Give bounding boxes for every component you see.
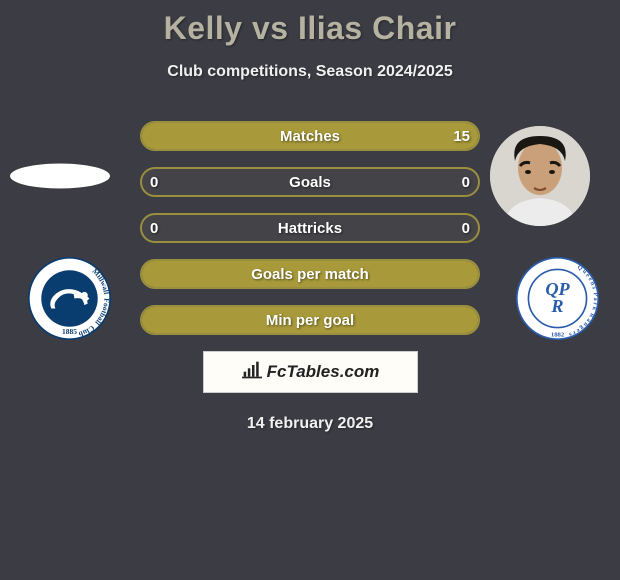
stat-row: Min per goal bbox=[140, 305, 480, 335]
stat-value-right: 0 bbox=[462, 169, 470, 195]
svg-text:1882: 1882 bbox=[551, 332, 565, 339]
branding-text: FcTables.com bbox=[267, 362, 380, 382]
club-badge-right: QP R Q u e e n s P a r k R a n g e r s 1… bbox=[516, 257, 599, 340]
svg-text:1885: 1885 bbox=[62, 327, 77, 336]
stat-label: Hattricks bbox=[142, 215, 478, 241]
svg-text:R: R bbox=[550, 296, 563, 316]
stat-label: Min per goal bbox=[142, 307, 478, 333]
stat-value-right: 15 bbox=[453, 123, 470, 149]
stat-row: Goals per match bbox=[140, 259, 480, 289]
subtitle: Club competitions, Season 2024/2025 bbox=[0, 63, 620, 81]
comparison-panel: Millwall Football Club 1885 QP R Q u e e… bbox=[0, 121, 620, 433]
stat-value-right: 0 bbox=[462, 215, 470, 241]
date-text: 14 february 2025 bbox=[0, 415, 620, 433]
stat-bars: Matches 15 0 Goals 0 0 Hattricks 0 Goals… bbox=[140, 121, 480, 335]
stat-label: Matches bbox=[142, 123, 478, 149]
stat-row: Matches 15 bbox=[140, 121, 480, 151]
club-badge-left: Millwall Football Club 1885 bbox=[28, 257, 111, 340]
player-left-avatar bbox=[10, 164, 110, 189]
stat-row: 0 Hattricks 0 bbox=[140, 213, 480, 243]
bar-chart-icon bbox=[241, 360, 263, 385]
player-right-avatar bbox=[490, 126, 590, 226]
stat-label: Goals bbox=[142, 169, 478, 195]
page-title: Kelly vs Ilias Chair bbox=[0, 0, 620, 47]
stat-row: 0 Goals 0 bbox=[140, 167, 480, 197]
stat-label: Goals per match bbox=[142, 261, 478, 287]
branding-box: FcTables.com bbox=[203, 351, 418, 393]
